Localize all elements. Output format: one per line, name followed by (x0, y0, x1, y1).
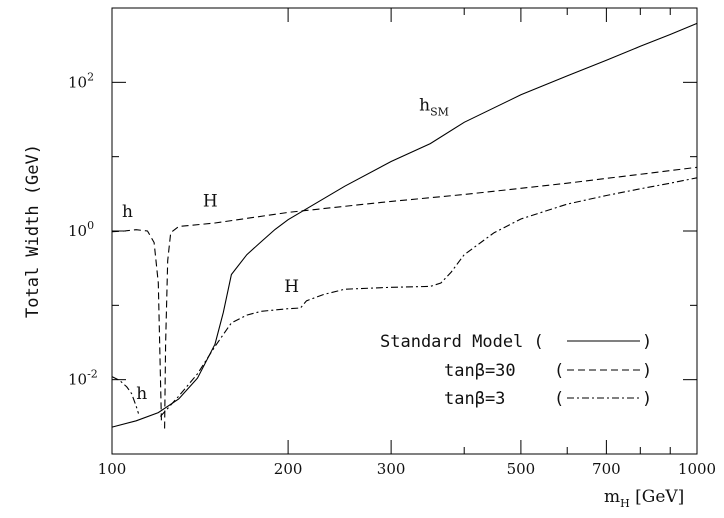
series-line-solid (111, 22, 698, 428)
annotation-H-tb3: H (284, 277, 299, 297)
y-tick-label: 102 (68, 70, 94, 91)
annotation-h-tb30: h (122, 202, 133, 222)
annotations: hSM h H Hh (122, 95, 449, 404)
series-lines (111, 22, 698, 429)
annotation-h-tb3: h (136, 384, 147, 404)
annotation-hsm: hSM (419, 95, 449, 118)
y-axis-label: Total Width (GeV) (23, 144, 43, 318)
x-tick-label: 100 (98, 460, 127, 478)
plot-border (111, 7, 698, 455)
x-tick-label: 1000 (678, 460, 716, 478)
x-axis-label: mH [GeV] (604, 487, 684, 510)
legend-close-paren: ) (642, 332, 652, 352)
legend-close-paren: ) (642, 389, 652, 409)
legend-open-paren: ( (554, 389, 564, 409)
x-tick-label: 300 (377, 460, 406, 478)
legend-label-tanbeta: tanβ=3 (444, 389, 505, 409)
legend-open-paren: ( (554, 361, 564, 381)
legend-close-paren: ) (642, 361, 652, 381)
axis-ticks: 100 200 300 500 700 1000 10-2 100 102 (68, 8, 716, 478)
y-tick-label: 10-2 (68, 368, 98, 389)
annotation-H-tb30: H (203, 191, 218, 211)
series-line-dashed (164, 166, 698, 429)
series-line-dashdot (159, 177, 698, 417)
x-tick-label: 200 (274, 460, 303, 478)
series-line-dashed (111, 229, 163, 425)
series-line-dashdot (111, 376, 140, 414)
x-tick-label: 500 (507, 460, 536, 478)
x-tick-label: 700 (592, 460, 621, 478)
legend: Standard Model () tanβ=30 () tanβ=3 () (380, 332, 652, 409)
legend-label-standard-model: Standard Model ( (380, 332, 544, 352)
axis-labels: mH [GeV] Total Width (GeV) (23, 144, 684, 510)
y-tick-label: 100 (68, 219, 94, 240)
plot-frame (111, 7, 698, 455)
legend-label-tanbeta: tanβ=30 (444, 361, 516, 381)
